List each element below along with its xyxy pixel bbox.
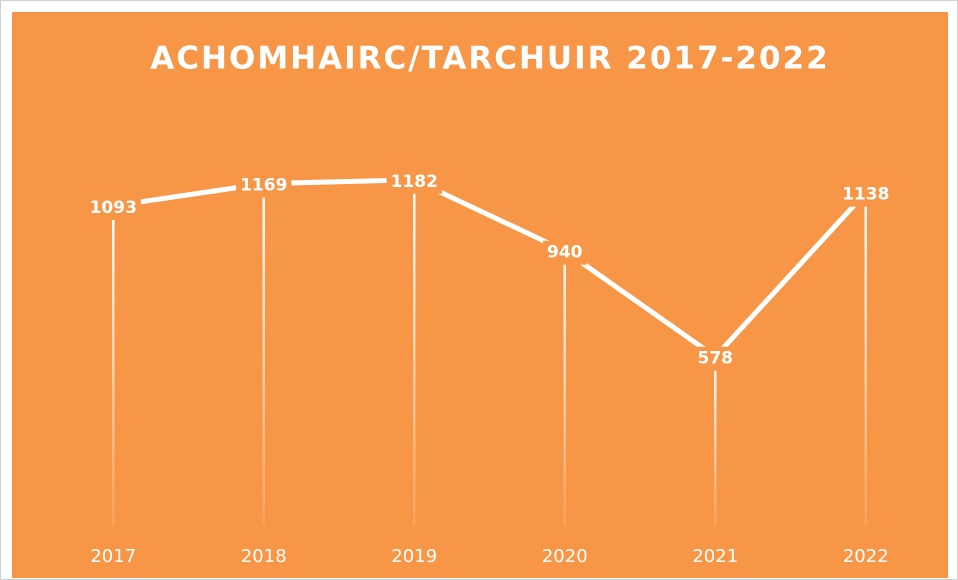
chart-title: ACHOMHAIRC/TARCHUIR 2017-2022 bbox=[150, 41, 829, 77]
data-label-bg bbox=[85, 195, 141, 220]
data-label-bg bbox=[693, 346, 737, 371]
drop-line bbox=[563, 250, 566, 526]
data-label-bg bbox=[838, 182, 894, 207]
chart-area bbox=[12, 12, 948, 578]
data-label: 1138 bbox=[842, 185, 889, 205]
drop-line bbox=[413, 179, 416, 527]
x-tick-label: 2021 bbox=[692, 546, 738, 567]
x-tick-label: 2020 bbox=[542, 546, 588, 567]
data-label: 1169 bbox=[240, 176, 287, 196]
drop-line bbox=[112, 205, 115, 526]
x-tick-label: 2017 bbox=[90, 546, 136, 567]
data-label-bg bbox=[386, 169, 442, 194]
drop-line bbox=[864, 192, 867, 526]
data-label: 1093 bbox=[90, 198, 137, 218]
data-label: 1182 bbox=[391, 172, 438, 192]
data-label-bg bbox=[543, 240, 587, 265]
x-tick-label: 2022 bbox=[843, 546, 889, 567]
drop-line bbox=[714, 356, 717, 526]
x-tick-label: 2018 bbox=[241, 546, 287, 567]
data-label: 940 bbox=[547, 243, 583, 263]
drop-line bbox=[262, 183, 265, 526]
x-tick-label: 2019 bbox=[391, 546, 437, 567]
data-label-bg bbox=[236, 173, 292, 198]
data-label: 578 bbox=[698, 349, 734, 369]
